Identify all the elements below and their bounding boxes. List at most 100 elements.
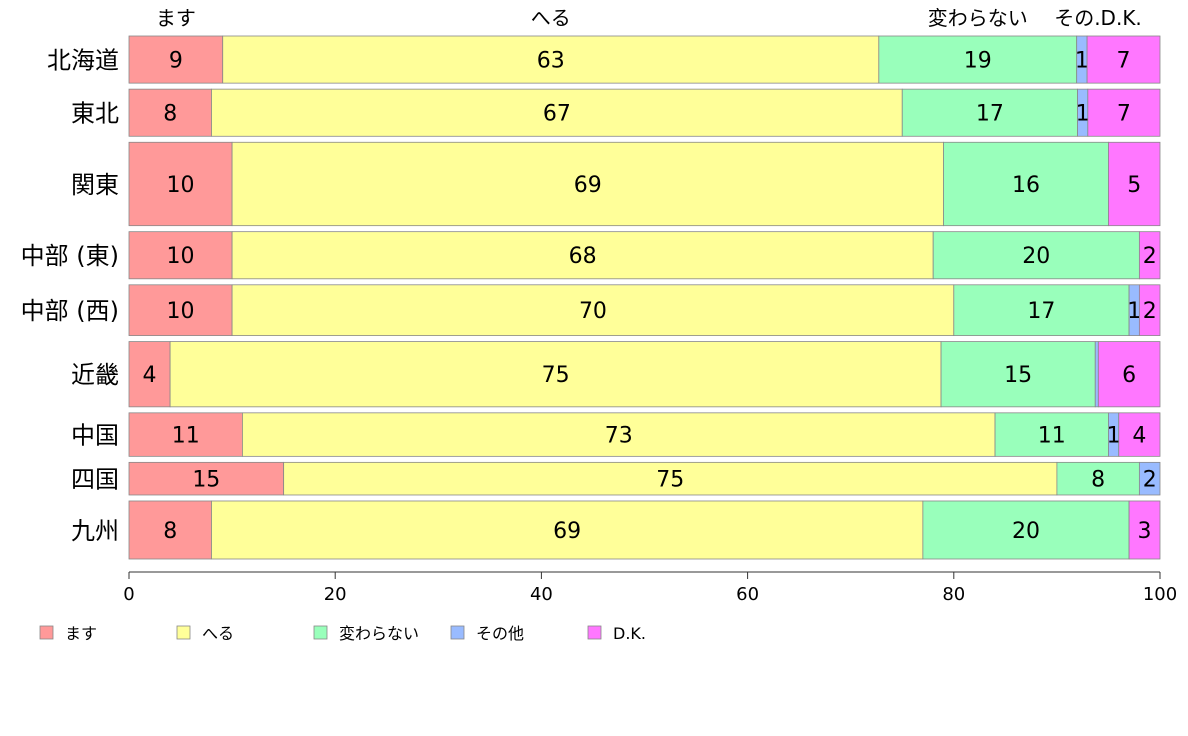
bar-segment xyxy=(1108,141,1161,227)
column-header-label: へる xyxy=(531,6,571,30)
bar-segment xyxy=(231,284,955,336)
category-label: 関東 xyxy=(71,171,119,199)
x-tick-label: 100 xyxy=(1143,584,1177,605)
legend-swatch xyxy=(313,625,328,640)
bar-value-label: 2 xyxy=(1143,244,1157,269)
legend-swatch xyxy=(587,625,602,640)
bar-value-label: 11 xyxy=(1038,424,1066,449)
bar-segment xyxy=(1138,231,1161,280)
bar-value-label: 63 xyxy=(537,49,565,74)
column-header-label: 変わらない xyxy=(928,6,1028,30)
bar-value-label: 17 xyxy=(976,102,1004,127)
category-label: 四国 xyxy=(71,466,119,494)
bar-value-label: 5 xyxy=(1127,173,1141,198)
x-tick-label: 80 xyxy=(942,584,965,605)
bar-value-label: 10 xyxy=(167,244,195,269)
bar-value-label: 4 xyxy=(143,363,157,388)
bar-value-label: 15 xyxy=(1004,363,1032,388)
x-tick-label: 40 xyxy=(530,584,553,605)
bar-segment xyxy=(932,231,1140,280)
column-header-label: その.D.K. xyxy=(1054,6,1142,30)
bar-value-label: 7 xyxy=(1117,49,1131,74)
category-label: 中部 (東) xyxy=(21,242,119,270)
bar-segment xyxy=(128,412,243,457)
bar-value-label: 20 xyxy=(1022,244,1050,269)
bar-segment xyxy=(128,341,171,408)
bar-value-label: 69 xyxy=(553,519,581,544)
bar-value-label: 8 xyxy=(163,519,177,544)
bar-segment xyxy=(1087,88,1161,137)
bar-segment xyxy=(128,284,233,336)
bar-segment xyxy=(128,35,224,84)
category-label: 北海道 xyxy=(47,47,119,75)
bar-segment xyxy=(953,284,1130,336)
bar-segment xyxy=(901,88,1078,137)
category-label: 近畿 xyxy=(71,361,119,389)
x-tick-label: 60 xyxy=(736,584,759,605)
bar-value-label: 73 xyxy=(605,424,633,449)
bar-segment xyxy=(231,141,944,227)
bar-value-label: 67 xyxy=(543,102,571,127)
bar-segment xyxy=(128,461,285,496)
bar-value-label: 11 xyxy=(172,424,200,449)
bar-segment xyxy=(1097,341,1161,408)
bar-segment xyxy=(878,35,1078,84)
bar-value-label: 1 xyxy=(1127,299,1141,324)
bar-value-label: 6 xyxy=(1122,363,1136,388)
bar-segment xyxy=(943,141,1109,227)
bar-value-label: 10 xyxy=(167,173,195,198)
bar-segment xyxy=(1128,500,1161,560)
bar-value-label: 4 xyxy=(1132,424,1146,449)
bar-segment xyxy=(283,461,1058,496)
bar-value-label: 2 xyxy=(1143,468,1157,493)
bar-value-label: 8 xyxy=(163,102,177,127)
bar-value-label: 10 xyxy=(167,299,195,324)
legend-label: ます xyxy=(65,624,97,643)
category-label: 中部 (西) xyxy=(21,297,119,325)
bar-value-label: 19 xyxy=(964,49,992,74)
legend-label: D.K. xyxy=(613,624,646,643)
bar-segment xyxy=(211,500,924,560)
bar-value-label: 2 xyxy=(1143,299,1157,324)
bar-segment xyxy=(1118,412,1161,457)
category-label: 東北 xyxy=(71,100,119,128)
x-tick-label: 20 xyxy=(324,584,347,605)
bar-value-label: 69 xyxy=(574,173,602,198)
bar-segment xyxy=(940,341,1096,408)
category-label: 中国 xyxy=(71,422,119,450)
legend-swatch xyxy=(450,625,465,640)
bar-value-label: 8 xyxy=(1091,468,1105,493)
bar-value-label: 1 xyxy=(1076,102,1090,127)
bar-value-label: 17 xyxy=(1027,299,1055,324)
bar-value-label: 9 xyxy=(169,49,183,74)
bar-segment xyxy=(222,35,880,84)
bar-segment xyxy=(1086,35,1161,84)
bar-value-label: 68 xyxy=(569,244,597,269)
bar-value-label: 75 xyxy=(542,363,570,388)
column-header-label: ます xyxy=(156,6,196,30)
bar-segment xyxy=(1138,461,1161,496)
bar-segment xyxy=(231,231,934,280)
legend-swatch xyxy=(176,625,191,640)
bar-value-label: 15 xyxy=(192,468,220,493)
bar-segment xyxy=(169,341,942,408)
bar-value-label: 16 xyxy=(1012,173,1040,198)
bar-value-label: 75 xyxy=(656,468,684,493)
bar-segment xyxy=(128,88,212,137)
bar-segment xyxy=(128,500,212,560)
bar-segment xyxy=(922,500,1130,560)
bar-segment xyxy=(1056,461,1140,496)
bar-value-label: 1 xyxy=(1107,424,1121,449)
legend-swatch xyxy=(39,625,54,640)
legend-label: へる xyxy=(202,624,234,643)
bar-value-label: 3 xyxy=(1138,519,1152,544)
bar-segment xyxy=(1094,341,1099,408)
bar-segment xyxy=(1138,284,1161,336)
legend-label: その他 xyxy=(476,624,524,643)
bar-segment xyxy=(128,231,233,280)
legend-label: 変わらない xyxy=(339,624,419,643)
bar-value-label: 1 xyxy=(1075,49,1089,74)
bar-value-label: 20 xyxy=(1012,519,1040,544)
bar-value-label: 70 xyxy=(579,299,607,324)
